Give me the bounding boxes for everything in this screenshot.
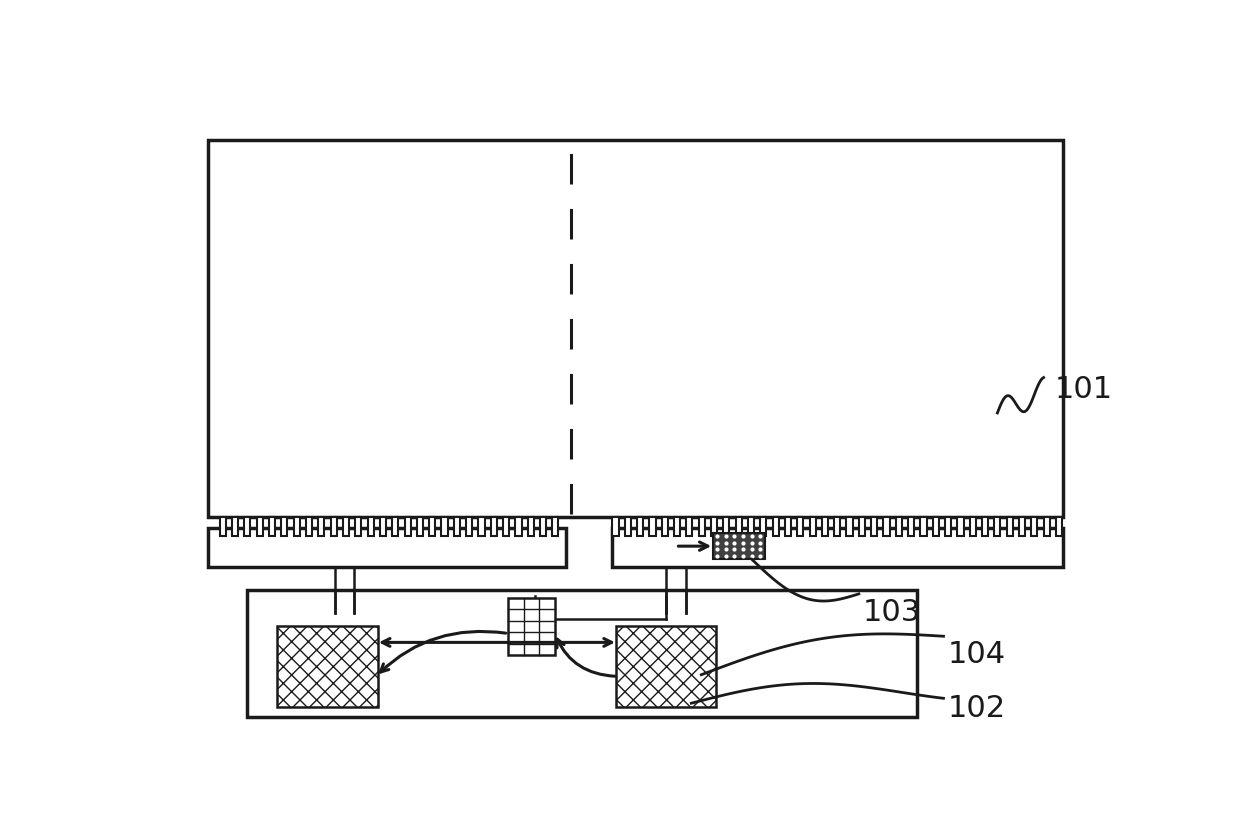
Bar: [244, 517, 250, 536]
Bar: [219, 517, 226, 536]
Bar: [528, 517, 534, 536]
Bar: [822, 517, 828, 536]
Bar: [269, 517, 275, 536]
Bar: [466, 517, 472, 536]
Bar: [748, 517, 754, 536]
Text: 104: 104: [947, 640, 1006, 669]
Bar: [247, 590, 916, 717]
Bar: [306, 517, 312, 536]
Bar: [404, 517, 410, 536]
Bar: [982, 517, 988, 536]
Bar: [713, 533, 765, 559]
Bar: [379, 517, 386, 536]
Bar: [417, 517, 423, 536]
Bar: [208, 140, 1063, 517]
Bar: [932, 517, 939, 536]
Bar: [675, 517, 681, 536]
Bar: [491, 517, 497, 536]
Bar: [319, 517, 325, 536]
Bar: [1056, 517, 1063, 536]
Bar: [367, 517, 373, 536]
Bar: [1019, 517, 1025, 536]
Bar: [711, 517, 717, 536]
Bar: [883, 517, 889, 536]
Bar: [859, 517, 866, 536]
Bar: [541, 517, 546, 536]
Bar: [1032, 517, 1038, 536]
Bar: [257, 517, 263, 536]
Bar: [797, 517, 804, 536]
Bar: [662, 517, 668, 536]
Bar: [970, 517, 976, 536]
Text: 101: 101: [1055, 375, 1114, 405]
Bar: [281, 517, 288, 536]
Bar: [637, 517, 644, 536]
Bar: [945, 517, 951, 536]
Bar: [232, 517, 238, 536]
Bar: [392, 517, 398, 536]
Bar: [810, 517, 816, 536]
Text: 103: 103: [863, 598, 921, 627]
Bar: [895, 517, 901, 536]
Bar: [686, 517, 692, 536]
Bar: [503, 517, 510, 536]
Bar: [760, 517, 766, 536]
Bar: [1044, 517, 1050, 536]
Bar: [552, 517, 558, 536]
Bar: [785, 517, 791, 536]
Bar: [835, 517, 841, 536]
Bar: [441, 517, 448, 536]
Bar: [625, 517, 631, 536]
Bar: [723, 517, 729, 536]
Bar: [613, 517, 619, 536]
Bar: [355, 517, 361, 536]
Bar: [1007, 517, 1013, 536]
Bar: [908, 517, 914, 536]
Bar: [735, 517, 742, 536]
Bar: [208, 528, 567, 567]
Bar: [429, 517, 435, 536]
Bar: [957, 517, 963, 536]
Bar: [920, 517, 926, 536]
Bar: [773, 517, 779, 536]
Bar: [994, 517, 1001, 536]
Bar: [698, 517, 704, 536]
Bar: [278, 626, 377, 707]
Bar: [616, 626, 717, 707]
Bar: [872, 517, 877, 536]
Bar: [331, 517, 337, 536]
Bar: [479, 517, 485, 536]
Bar: [650, 517, 656, 536]
Bar: [508, 598, 554, 655]
Bar: [516, 517, 522, 536]
Bar: [613, 528, 1063, 567]
Bar: [454, 517, 460, 536]
Text: 102: 102: [947, 694, 1006, 723]
Bar: [343, 517, 350, 536]
Bar: [294, 517, 300, 536]
Bar: [847, 517, 853, 536]
